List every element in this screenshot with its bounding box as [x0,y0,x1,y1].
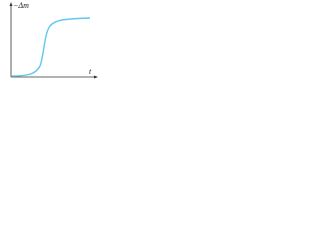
y-label: −Δm [13,1,29,10]
diagram: −Δm t [9,1,98,79]
curve [11,17,91,77]
y-axis-arrow [9,2,13,6]
x-axis-arrow [94,75,98,79]
x-label: t [89,67,92,76]
